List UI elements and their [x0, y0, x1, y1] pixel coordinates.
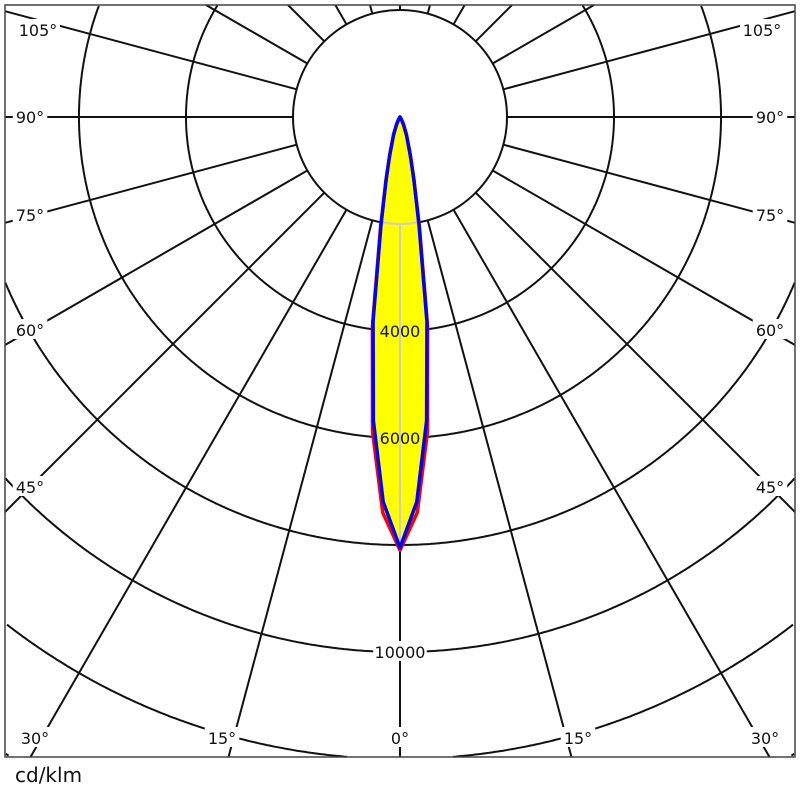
angle-label-bg: [752, 106, 788, 126]
angle-label-bg: [17, 727, 53, 747]
grid-spoke: [205, 4, 308, 65]
grid-spoke: [503, 143, 796, 224]
grid-ring: [400, 477, 796, 653]
grid-ring: [400, 5, 722, 439]
grid-ring: [78, 5, 400, 439]
grid-ring: [5, 753, 10, 757]
grid-spoke: [334, 4, 348, 25]
grid-spoke: [369, 4, 374, 14]
angle-label: 15°: [208, 729, 236, 748]
angle-label-bg: [12, 476, 48, 496]
angle-label: 90°: [16, 108, 44, 127]
plot-frame: [4, 4, 796, 758]
angle-label: 45°: [16, 478, 44, 497]
angle-label: 15°: [564, 729, 592, 748]
angle-label: 75°: [16, 206, 44, 225]
angle-label: 30°: [751, 729, 779, 748]
grid-ring: [400, 282, 796, 546]
angle-label-bg: [12, 319, 48, 339]
radial-tick-label: 6000: [380, 429, 421, 448]
angle-label-bg: [12, 204, 48, 224]
grid-ring: [400, 4, 615, 332]
angle-label: 75°: [756, 206, 784, 225]
grid-ring: [4, 282, 400, 546]
angle-label-bg: [752, 476, 788, 496]
grid-spoke: [452, 209, 771, 758]
angle-label-bg: [740, 19, 784, 39]
angle-label-bg: [560, 727, 596, 747]
angle-label-bg: [752, 204, 788, 224]
grid-spoke: [4, 169, 308, 346]
grid-spoke: [29, 209, 348, 758]
grid-spoke: [4, 143, 297, 224]
angle-label: 105°: [19, 21, 58, 40]
grid-ring: [453, 623, 794, 758]
angle-label: 60°: [756, 321, 784, 340]
radial-tick-label: 10000: [375, 643, 426, 662]
grid-spoke: [492, 169, 796, 346]
grid-spoke: [227, 220, 374, 758]
grid-spoke: [492, 4, 595, 65]
grid-ring: [790, 753, 795, 757]
beam-ring-line: [379, 221, 421, 225]
grid-ring: [6, 623, 347, 758]
beam-curve: [371, 115, 429, 550]
radial-tick-label-bg: [373, 641, 427, 661]
grid-spoke: [426, 4, 431, 14]
grid-ring: [185, 4, 400, 332]
angle-label: 90°: [756, 108, 784, 127]
angle-label-bg: [12, 106, 48, 126]
angle-label: 105°: [743, 21, 782, 40]
angle-label: 30°: [21, 729, 49, 748]
grid-ring: [4, 477, 400, 653]
angle-label-bg: [204, 727, 240, 747]
angle-label-bg: [387, 727, 413, 747]
grid-spoke: [474, 4, 513, 43]
grid-spoke: [4, 191, 326, 513]
angle-label: 45°: [756, 478, 784, 497]
grid-spoke: [287, 4, 326, 43]
grid-spoke: [452, 4, 466, 25]
radial-tick-label: 4000: [380, 322, 421, 341]
angle-label-bg: [747, 727, 783, 747]
unit-label: cd/klm: [15, 763, 83, 787]
angle-label-bg: [752, 319, 788, 339]
angle-label: 0°: [391, 729, 409, 748]
grid-spoke: [426, 220, 573, 758]
angle-label: 60°: [16, 321, 44, 340]
angle-label-bg: [16, 19, 60, 39]
grid-spoke: [474, 191, 796, 513]
